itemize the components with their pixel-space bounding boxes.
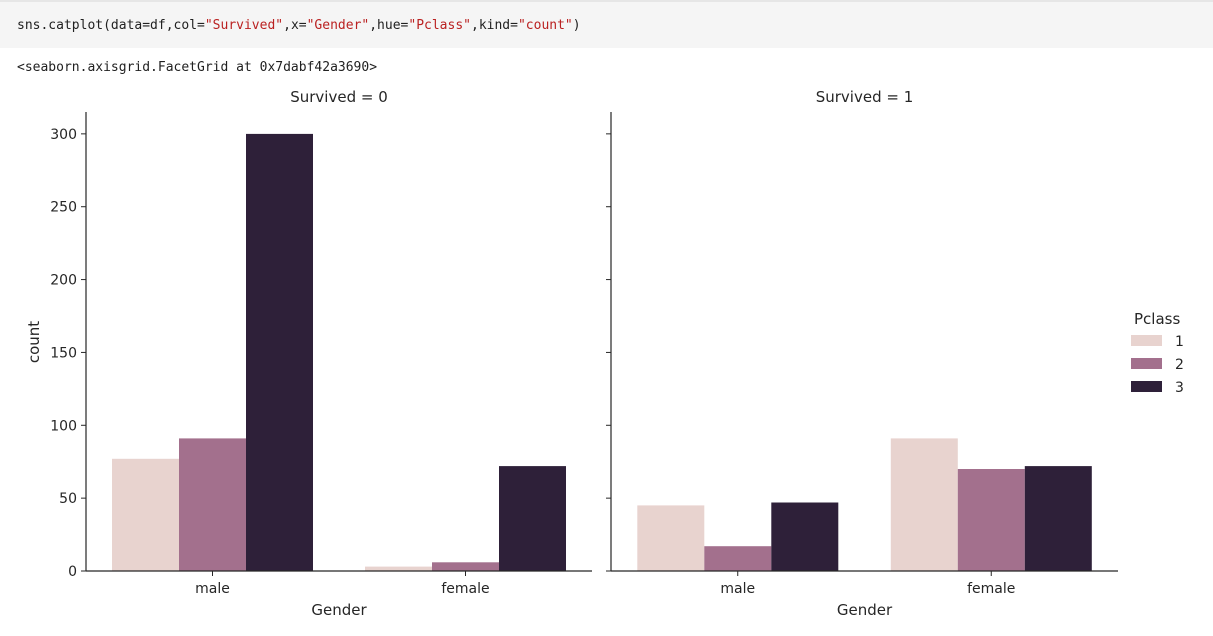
y-tick-label: 250 (50, 200, 77, 216)
panel-title: Survived = 1 (816, 88, 914, 106)
bar-female-pclass-2 (432, 562, 499, 571)
code-token: ) (572, 18, 581, 33)
code-string: "Pclass" (408, 18, 471, 33)
bar-male-pclass-3 (246, 133, 313, 571)
x-tick-label: male (720, 581, 755, 597)
x-tick-label: female (967, 581, 1015, 597)
y-tick-label: 300 (50, 127, 77, 143)
bar-male-pclass-2 (179, 438, 246, 571)
code-token: sns.catplot( (17, 18, 111, 33)
code-token: ,x= (283, 18, 307, 33)
code-string: "Survived" (204, 18, 284, 33)
y-tick-label: 100 (50, 418, 77, 434)
y-axis-label: count (25, 321, 43, 363)
legend-swatch-pclass-2 (1131, 358, 1162, 369)
x-axis-label: Gender (837, 601, 893, 619)
legend-label: 3 (1175, 380, 1184, 396)
bar-male-pclass-1 (637, 505, 705, 571)
y-tick-label: 150 (50, 345, 77, 361)
legend-label: 2 (1175, 357, 1184, 373)
bar-male-pclass-2 (704, 546, 772, 571)
bar-male-pclass-1 (112, 458, 179, 571)
code-token: data=df,col= (110, 18, 205, 33)
legend-swatch-pclass-1 (1131, 335, 1162, 346)
bar-female-pclass-1 (365, 566, 432, 571)
x-tick-label: female (441, 581, 489, 597)
y-tick-label: 200 (50, 273, 77, 289)
x-axis-label: Gender (311, 601, 367, 619)
code-token: ,hue= (369, 18, 409, 33)
code-token: ,kind= (471, 18, 518, 33)
bar-female-pclass-2 (957, 469, 1025, 571)
bar-male-pclass-3 (771, 502, 839, 571)
code-input[interactable]: sns.catplot(data=df,col="Survived",x="Ge… (17, 18, 581, 33)
code-string: "count" (517, 18, 573, 33)
cell-output-text: <seaborn.axisgrid.FacetGrid at 0x7dabf42… (17, 60, 378, 75)
code-cell[interactable]: sns.catplot(data=df,col="Survived",x="Ge… (0, 0, 1213, 48)
panel-title: Survived = 0 (290, 88, 388, 106)
x-tick-label: male (195, 581, 230, 597)
legend-swatch-pclass-3 (1131, 381, 1162, 392)
legend-label: 1 (1175, 334, 1184, 350)
y-tick-label: 50 (59, 491, 77, 507)
legend-title: Pclass (1134, 310, 1180, 328)
bar-female-pclass-3 (1024, 466, 1092, 571)
y-tick-label: 0 (68, 564, 77, 580)
code-string: "Gender" (306, 18, 370, 33)
bar-female-pclass-1 (890, 438, 958, 571)
bar-female-pclass-3 (499, 466, 566, 571)
